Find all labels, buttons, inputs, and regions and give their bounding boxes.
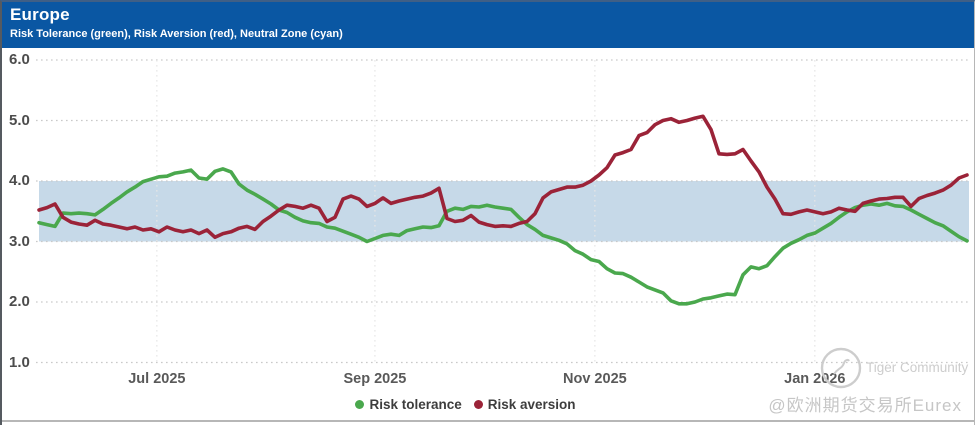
bottom-divider [2,420,974,422]
y-tick-label: 6.0 [9,51,30,68]
chart-title: Europe [10,5,70,24]
x-tick-label: Nov 2025 [563,371,627,387]
legend-label: Risk aversion [487,397,576,412]
x-tick-label: Jul 2025 [128,371,186,387]
legend-dot-green-icon [355,400,365,409]
chart-header: Europe Risk Tolerance (green), Risk Aver… [2,2,974,48]
watermark-handle: @欧洲期货交易所Eurex [768,396,962,415]
tiger-logo-icon [820,347,862,389]
chart-legend: Risk tolerance Risk aversion [2,397,974,412]
x-tick-label: Sep 2025 [343,371,407,387]
watermark-community: Tiger Community [866,360,969,375]
legend-dot-red-icon [473,400,483,409]
y-tick-label: 5.0 [9,111,30,129]
y-tick-label: 2.0 [9,293,30,310]
legend-item-risk-aversion: Risk aversion [473,397,576,412]
chart-subtitle: Risk Tolerance (green), Risk Aversion (r… [10,28,343,40]
y-tick-label: 3.0 [9,232,30,250]
y-tick-label: 4.0 [9,172,30,189]
legend-label: Risk tolerance [369,397,462,412]
y-tick-label: 1.0 [9,353,30,371]
legend-item-risk-tolerance: Risk tolerance [355,397,462,412]
